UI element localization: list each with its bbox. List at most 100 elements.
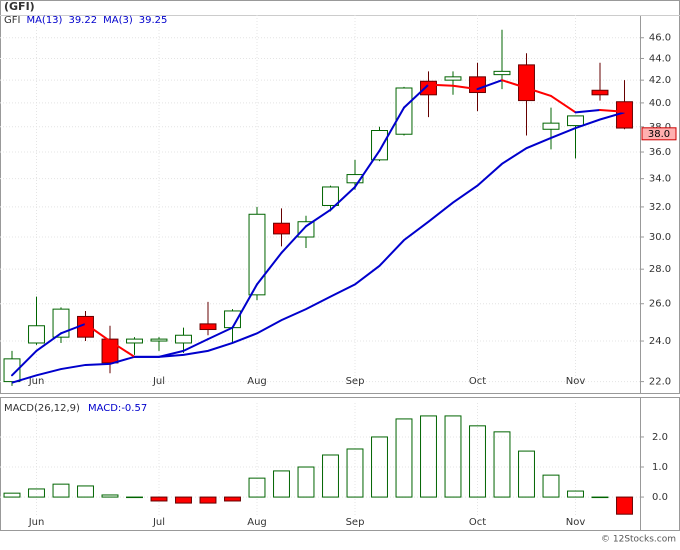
candle-body [3,358,21,383]
macd-bar [273,470,290,498]
candle-body [420,80,437,96]
candle-body [518,64,535,102]
ma-segment [501,79,528,89]
candle-body [150,338,168,342]
macd-bar [444,415,462,498]
last-price-box [641,127,677,141]
legend-value: 39.25 [139,15,168,26]
y-tick-label: 0.0 [652,492,668,503]
x-tick-label: Jul [152,517,165,528]
candle-body [126,338,143,344]
ma-segment [574,108,601,114]
candle-body [175,334,192,344]
y-tick-label: 28.0 [649,264,671,275]
macd-bar [420,415,437,498]
x-tick-label: Jun [28,376,45,387]
ma-segment [11,349,38,377]
y-tick-label: 1.0 [652,462,668,473]
legend-value: -0.57 [121,403,147,414]
ma-line [11,111,625,384]
macd-bar [224,496,241,502]
y-tick-label: 44.0 [649,53,671,64]
ma-segment [280,225,307,254]
candle-body [469,76,486,94]
macd-bar [616,496,633,515]
ma-segment [550,94,577,114]
macd-bar [126,496,143,499]
ma-segment [84,322,111,343]
candle-body [542,122,560,130]
ma-segment [354,149,381,188]
macd-bar [469,425,486,498]
candle-body [101,338,119,364]
macd-bar [199,496,217,504]
x-tick-label: Oct [469,517,486,528]
macd-bar [346,448,364,498]
macd-bar [52,483,70,498]
x-tick-label: Sep [346,517,365,528]
y-tick-label: 24.0 [649,336,671,347]
legend: MACD(26,12,9) MACD:-0.57 [4,403,147,414]
y-tick-label: 30.0 [649,232,671,243]
macd-bar [493,431,511,498]
macd-bar [542,474,560,498]
macd-bar [567,490,584,498]
macd-bar [322,454,339,498]
ma-segment [599,108,626,113]
x-tick-label: Nov [566,376,586,387]
ma-segment [158,349,185,358]
x-tick-label: Jul [152,376,165,387]
macd-bar [248,477,266,498]
ma-segment [378,106,405,152]
candle-body [52,308,70,338]
y-tick-label: 26.0 [649,299,671,310]
macd-bar [175,496,192,504]
candle-body [395,87,413,135]
ma-segment [427,83,454,87]
candle-body [273,222,290,235]
macd-bar [371,436,388,498]
candle-body [346,174,364,184]
y-tick-label: 22.0 [649,377,671,388]
x-tick-label: Oct [469,376,486,387]
x-tick-label: Aug [247,376,267,387]
x-tick-label: Aug [247,517,267,528]
candle-body [567,115,584,127]
macd-bar [297,466,315,498]
candle-body [199,323,217,331]
candle-body [444,76,462,81]
ma-segment [207,326,234,341]
footer: © 12Stocks.com [601,535,676,545]
y-tick-label: 34.0 [649,174,671,185]
ma-segment [256,251,283,286]
y-tick-label: 32.0 [649,202,671,213]
ma-segment [329,185,356,211]
macd-bar [518,450,535,498]
legend-label: MACD: [88,403,121,414]
ma-segment [476,79,503,91]
y-tick-label: 2.0 [652,432,668,443]
y-tick-label: 46.0 [649,33,671,44]
candle-body [591,89,609,96]
macd-bar [150,496,168,502]
candle-body [28,325,45,344]
legend-symbol: GFI [4,15,20,26]
x-tick-label: Nov [566,517,586,528]
ma-segment [452,84,479,91]
candle-body [371,130,388,161]
ma-segment [403,83,430,109]
chart-title: (GFI) [4,0,35,13]
y-tick-label: 42.0 [649,75,671,86]
legend-value: 39.22 [68,15,97,26]
macd-bar [395,418,413,498]
macd-panel [0,397,680,531]
x-tick-label: Sep [346,376,365,387]
ma-segment [525,86,552,97]
ma-segment [182,338,209,352]
candle-body [493,70,511,76]
legend-entry: MA(13) [26,15,62,26]
legend: GFI MA(13) 39.22 MA(3) 39.25 [4,15,167,26]
ma-segment [60,322,87,335]
y-tick-label: 40.0 [649,98,671,109]
